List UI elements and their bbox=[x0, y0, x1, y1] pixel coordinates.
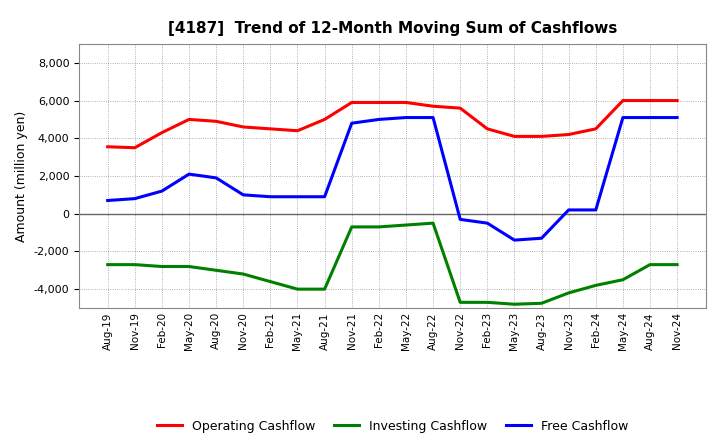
Investing Cashflow bbox=[374, 224, 383, 230]
Investing Cashflow bbox=[239, 271, 248, 277]
Operating Cashflow bbox=[618, 98, 627, 103]
Free Cashflow bbox=[158, 188, 166, 194]
Investing Cashflow bbox=[672, 262, 681, 267]
Operating Cashflow bbox=[212, 119, 220, 124]
Free Cashflow bbox=[428, 115, 437, 120]
Investing Cashflow bbox=[348, 224, 356, 230]
Investing Cashflow bbox=[646, 262, 654, 267]
Operating Cashflow bbox=[348, 100, 356, 105]
Free Cashflow bbox=[510, 238, 518, 243]
Operating Cashflow bbox=[537, 134, 546, 139]
Investing Cashflow bbox=[483, 300, 492, 305]
Line: Investing Cashflow: Investing Cashflow bbox=[108, 223, 677, 304]
Free Cashflow bbox=[130, 196, 139, 201]
Free Cashflow bbox=[537, 235, 546, 241]
Free Cashflow bbox=[266, 194, 275, 199]
Operating Cashflow bbox=[483, 126, 492, 132]
Operating Cashflow bbox=[456, 106, 464, 111]
Free Cashflow bbox=[402, 115, 410, 120]
Operating Cashflow bbox=[402, 100, 410, 105]
Investing Cashflow bbox=[130, 262, 139, 267]
Investing Cashflow bbox=[402, 222, 410, 227]
Operating Cashflow bbox=[185, 117, 194, 122]
Free Cashflow bbox=[212, 175, 220, 180]
Operating Cashflow bbox=[239, 125, 248, 130]
Operating Cashflow bbox=[428, 103, 437, 109]
Free Cashflow bbox=[456, 217, 464, 222]
Operating Cashflow bbox=[374, 100, 383, 105]
Investing Cashflow bbox=[158, 264, 166, 269]
Investing Cashflow bbox=[320, 286, 329, 292]
Legend: Operating Cashflow, Investing Cashflow, Free Cashflow: Operating Cashflow, Investing Cashflow, … bbox=[152, 414, 633, 437]
Free Cashflow bbox=[672, 115, 681, 120]
Investing Cashflow bbox=[266, 279, 275, 284]
Operating Cashflow bbox=[320, 117, 329, 122]
Y-axis label: Amount (million yen): Amount (million yen) bbox=[15, 110, 28, 242]
Operating Cashflow bbox=[564, 132, 573, 137]
Operating Cashflow bbox=[130, 145, 139, 150]
Free Cashflow bbox=[618, 115, 627, 120]
Investing Cashflow bbox=[428, 220, 437, 226]
Investing Cashflow bbox=[510, 301, 518, 307]
Title: [4187]  Trend of 12-Month Moving Sum of Cashflows: [4187] Trend of 12-Month Moving Sum of C… bbox=[168, 21, 617, 36]
Investing Cashflow bbox=[618, 277, 627, 282]
Investing Cashflow bbox=[564, 290, 573, 296]
Line: Free Cashflow: Free Cashflow bbox=[108, 117, 677, 240]
Operating Cashflow bbox=[158, 130, 166, 135]
Operating Cashflow bbox=[266, 126, 275, 132]
Free Cashflow bbox=[374, 117, 383, 122]
Investing Cashflow bbox=[185, 264, 194, 269]
Free Cashflow bbox=[293, 194, 302, 199]
Operating Cashflow bbox=[510, 134, 518, 139]
Investing Cashflow bbox=[456, 300, 464, 305]
Free Cashflow bbox=[104, 198, 112, 203]
Operating Cashflow bbox=[646, 98, 654, 103]
Operating Cashflow bbox=[293, 128, 302, 133]
Free Cashflow bbox=[348, 121, 356, 126]
Free Cashflow bbox=[564, 207, 573, 213]
Operating Cashflow bbox=[591, 126, 600, 132]
Investing Cashflow bbox=[537, 301, 546, 306]
Investing Cashflow bbox=[591, 283, 600, 288]
Investing Cashflow bbox=[293, 286, 302, 292]
Investing Cashflow bbox=[104, 262, 112, 267]
Free Cashflow bbox=[320, 194, 329, 199]
Free Cashflow bbox=[185, 172, 194, 177]
Line: Operating Cashflow: Operating Cashflow bbox=[108, 101, 677, 148]
Investing Cashflow bbox=[212, 268, 220, 273]
Free Cashflow bbox=[591, 207, 600, 213]
Operating Cashflow bbox=[104, 144, 112, 150]
Free Cashflow bbox=[483, 220, 492, 226]
Operating Cashflow bbox=[672, 98, 681, 103]
Free Cashflow bbox=[646, 115, 654, 120]
Free Cashflow bbox=[239, 192, 248, 198]
